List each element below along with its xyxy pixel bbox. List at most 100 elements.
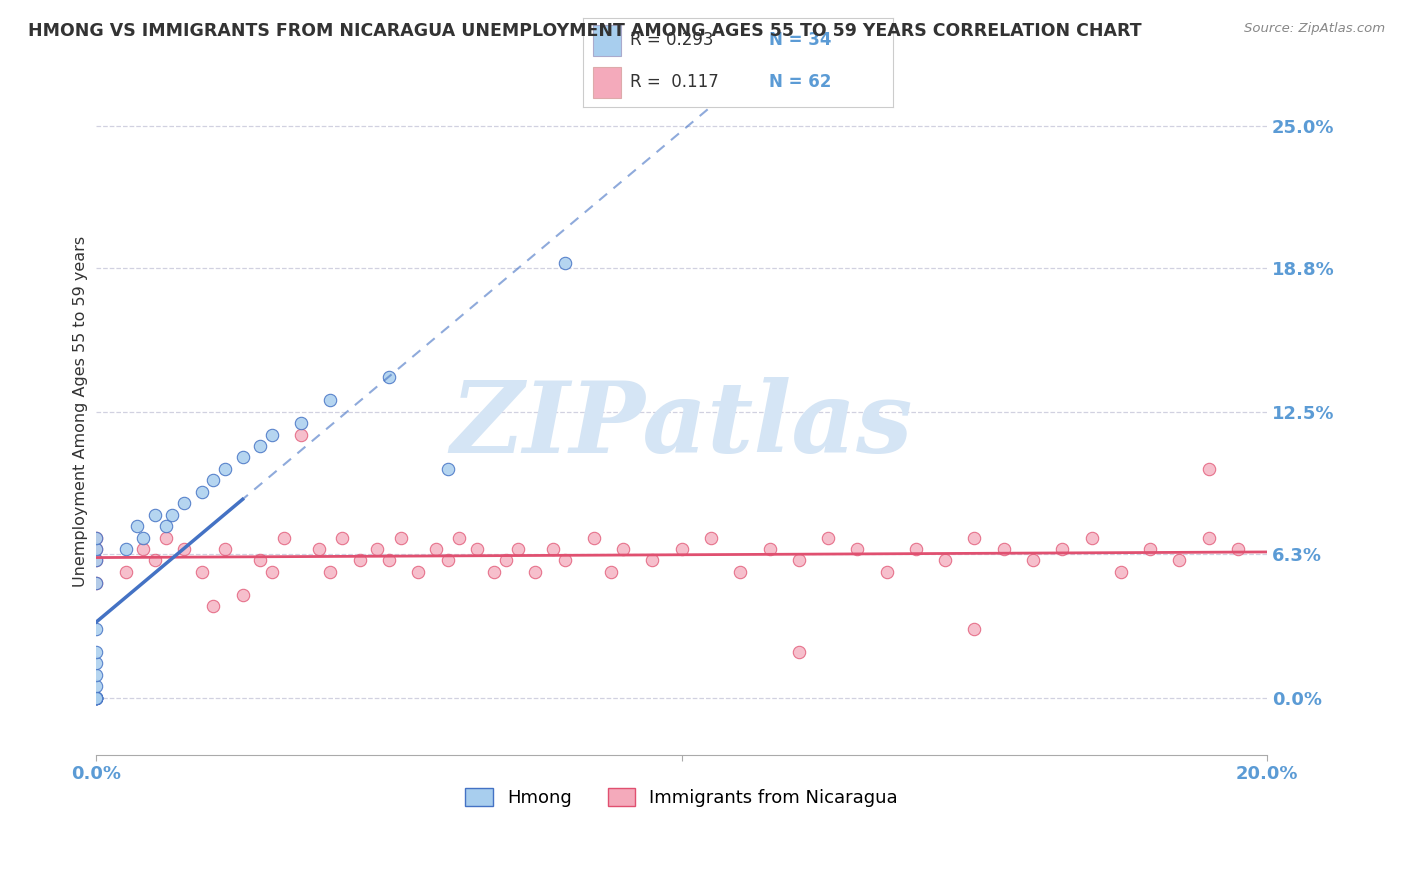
- Point: [1139, 541, 1161, 556]
- Point: [155, 531, 177, 545]
- Text: HMONG VS IMMIGRANTS FROM NICARAGUA UNEMPLOYMENT AMONG AGES 55 TO 59 YEARS CORREL: HMONG VS IMMIGRANTS FROM NICARAGUA UNEMP…: [28, 22, 1142, 40]
- Point: [1198, 531, 1220, 545]
- Point: [84, 690, 107, 705]
- Point: [758, 541, 780, 556]
- Point: [84, 553, 107, 567]
- Point: [308, 541, 330, 556]
- Point: [406, 565, 429, 579]
- Point: [366, 541, 388, 556]
- Point: [465, 541, 488, 556]
- Point: [260, 565, 283, 579]
- Point: [484, 565, 506, 579]
- Point: [1052, 541, 1074, 556]
- Point: [389, 531, 412, 545]
- Bar: [593, 67, 620, 98]
- Point: [378, 553, 401, 567]
- Point: [436, 553, 458, 567]
- Point: [671, 541, 693, 556]
- Point: [214, 541, 236, 556]
- Point: [495, 553, 517, 567]
- Point: [260, 427, 283, 442]
- Point: [378, 370, 401, 384]
- Text: R =  0.117: R = 0.117: [630, 73, 718, 91]
- Point: [127, 519, 149, 533]
- Point: [904, 541, 927, 556]
- Point: [84, 622, 107, 636]
- Point: [249, 439, 271, 453]
- Point: [425, 541, 447, 556]
- Point: [728, 565, 751, 579]
- Point: [1226, 541, 1249, 556]
- Point: [330, 531, 353, 545]
- Point: [84, 690, 107, 705]
- Point: [84, 531, 107, 545]
- Point: [1109, 565, 1132, 579]
- Point: [143, 508, 166, 522]
- Point: [554, 256, 576, 270]
- Point: [162, 508, 184, 522]
- Point: [700, 531, 723, 545]
- Point: [114, 565, 136, 579]
- Point: [114, 541, 136, 556]
- Point: [612, 541, 634, 556]
- Point: [214, 462, 236, 476]
- Point: [817, 531, 839, 545]
- Text: Source: ZipAtlas.com: Source: ZipAtlas.com: [1244, 22, 1385, 36]
- Point: [963, 531, 986, 545]
- Y-axis label: Unemployment Among Ages 55 to 59 years: Unemployment Among Ages 55 to 59 years: [73, 236, 89, 587]
- Point: [84, 576, 107, 591]
- Point: [582, 531, 605, 545]
- Point: [190, 565, 212, 579]
- Point: [1022, 553, 1045, 567]
- Point: [173, 541, 195, 556]
- Point: [232, 450, 254, 465]
- Point: [173, 496, 195, 510]
- Point: [641, 553, 664, 567]
- Point: [319, 565, 342, 579]
- Point: [1080, 531, 1102, 545]
- Point: [190, 484, 212, 499]
- Point: [84, 690, 107, 705]
- Point: [963, 622, 986, 636]
- Legend: Hmong, Immigrants from Nicaragua: Hmong, Immigrants from Nicaragua: [458, 780, 905, 814]
- Point: [84, 690, 107, 705]
- Point: [993, 541, 1015, 556]
- Point: [1198, 462, 1220, 476]
- Point: [84, 645, 107, 659]
- Point: [84, 690, 107, 705]
- Point: [524, 565, 547, 579]
- Point: [84, 690, 107, 705]
- Text: ZIPatlas: ZIPatlas: [450, 377, 912, 474]
- Point: [319, 393, 342, 408]
- Point: [84, 690, 107, 705]
- Point: [155, 519, 177, 533]
- Point: [1168, 553, 1191, 567]
- Point: [84, 657, 107, 671]
- Point: [349, 553, 371, 567]
- Point: [449, 531, 471, 545]
- Text: R = 0.293: R = 0.293: [630, 31, 713, 49]
- Point: [554, 553, 576, 567]
- Point: [249, 553, 271, 567]
- Point: [84, 668, 107, 682]
- Point: [143, 553, 166, 567]
- Point: [787, 553, 810, 567]
- Point: [506, 541, 529, 556]
- Point: [84, 541, 107, 556]
- Bar: [593, 25, 620, 56]
- Point: [934, 553, 956, 567]
- Point: [290, 416, 312, 430]
- Point: [84, 541, 107, 556]
- Point: [273, 531, 295, 545]
- Point: [787, 645, 810, 659]
- Point: [202, 474, 225, 488]
- Point: [600, 565, 623, 579]
- Point: [84, 679, 107, 693]
- Point: [436, 462, 458, 476]
- Point: [541, 541, 564, 556]
- Point: [202, 599, 225, 614]
- Point: [232, 588, 254, 602]
- Point: [84, 531, 107, 545]
- Point: [84, 553, 107, 567]
- Point: [132, 541, 155, 556]
